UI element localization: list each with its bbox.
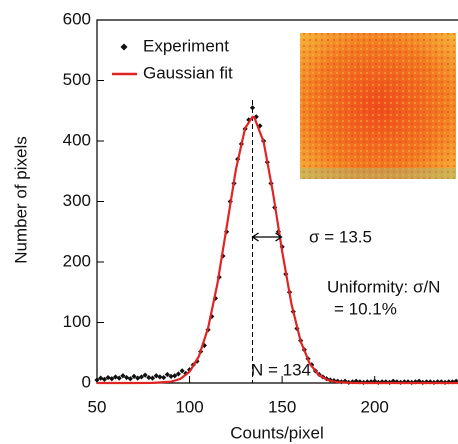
data-point [179, 368, 185, 374]
data-point [253, 114, 259, 120]
data-point [157, 374, 163, 380]
legend-label: Experiment [143, 36, 229, 55]
y-tick-label: 600 [63, 9, 91, 28]
annotation: = 10.1% [334, 299, 397, 318]
data-point [116, 375, 122, 381]
data-point [172, 373, 178, 379]
data-point [135, 375, 141, 381]
data-point [131, 373, 137, 379]
data-point [149, 375, 156, 381]
data-point [401, 379, 407, 385]
data-point [249, 105, 256, 111]
x-tick-label: 100 [175, 397, 203, 416]
data-point [379, 379, 385, 385]
data-point [435, 379, 441, 385]
data-point [412, 379, 419, 385]
y-tick-label: 300 [63, 191, 91, 210]
data-point [109, 376, 115, 382]
x-axis-title: Counts/pixel [230, 423, 324, 442]
x-tick-label: 50 [88, 397, 107, 416]
data-point [175, 371, 182, 377]
data-point [161, 374, 167, 381]
annotation: Uniformity: σ/N [327, 277, 440, 296]
data-point [94, 377, 100, 383]
data-point [153, 373, 159, 379]
sigma-arrow [251, 232, 283, 242]
data-point [164, 371, 170, 378]
data-point [146, 374, 152, 381]
data-point [394, 379, 400, 385]
data-point [101, 376, 108, 382]
annotation: N = 134 [251, 360, 311, 379]
inset-image [300, 33, 456, 179]
data-point [98, 375, 104, 381]
data-point [357, 379, 363, 385]
y-axis-title: Number of pixels [11, 136, 30, 264]
data-point [383, 379, 389, 385]
legend-marker [120, 43, 128, 51]
annotation: σ = 13.5 [309, 227, 372, 246]
y-tick-label: 500 [63, 70, 91, 89]
x-tick-label: 200 [361, 397, 389, 416]
y-tick-label: 0 [82, 372, 91, 391]
x-tick-label: 150 [268, 397, 296, 416]
data-point [127, 376, 133, 382]
y-tick-label: 400 [63, 130, 91, 149]
data-point [138, 374, 145, 380]
data-point [449, 379, 456, 385]
data-point [142, 372, 148, 378]
fit-line [97, 115, 458, 385]
data-point [168, 373, 174, 379]
y-tick-label: 100 [63, 312, 91, 331]
data-point [120, 373, 126, 379]
y-tick-label: 200 [63, 251, 91, 270]
data-point [438, 379, 444, 385]
legend-label: Gaussian fit [143, 63, 233, 82]
